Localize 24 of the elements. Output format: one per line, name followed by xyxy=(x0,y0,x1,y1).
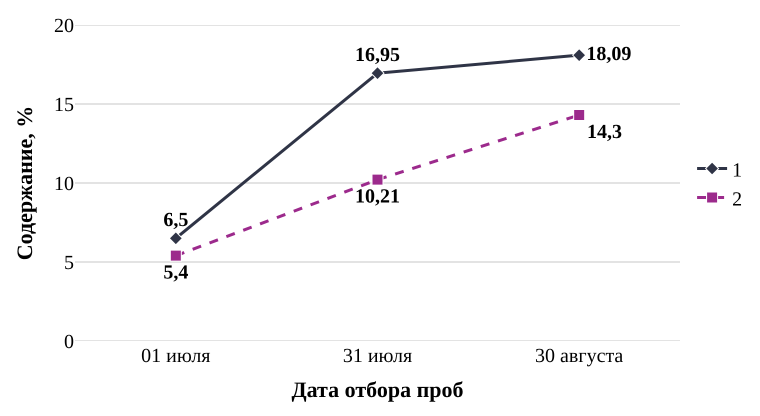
legend-label: 1 xyxy=(732,159,742,182)
data-label: 16,95 xyxy=(355,44,400,66)
point xyxy=(372,174,384,186)
point xyxy=(573,109,586,122)
point xyxy=(572,48,586,62)
x-tick-label: 31 июля xyxy=(342,345,412,367)
data-label: 18,09 xyxy=(586,43,632,66)
y-tick-label: 10 xyxy=(54,173,74,195)
data-label: 6,5 xyxy=(163,209,188,232)
data-label: 10,21 xyxy=(355,186,400,208)
x-tick-label: 01 июля xyxy=(141,345,210,367)
x-axis-title: Дата отбора проб xyxy=(291,376,464,402)
data-label: 5,4 xyxy=(163,262,188,284)
point xyxy=(370,66,384,80)
point xyxy=(170,250,182,262)
data-label: 14,3 xyxy=(587,120,622,143)
y-tick-label: 20 xyxy=(54,15,74,37)
point xyxy=(168,231,183,246)
x-tick-label: 30 августа xyxy=(535,345,624,367)
legend-label: 2 xyxy=(732,188,742,210)
y-tick-label: 5 xyxy=(64,252,74,274)
y-tick-label: 15 xyxy=(54,94,74,116)
y-tick-label: 0 xyxy=(64,331,74,353)
y-axis-title: Содержание, % xyxy=(12,106,37,260)
